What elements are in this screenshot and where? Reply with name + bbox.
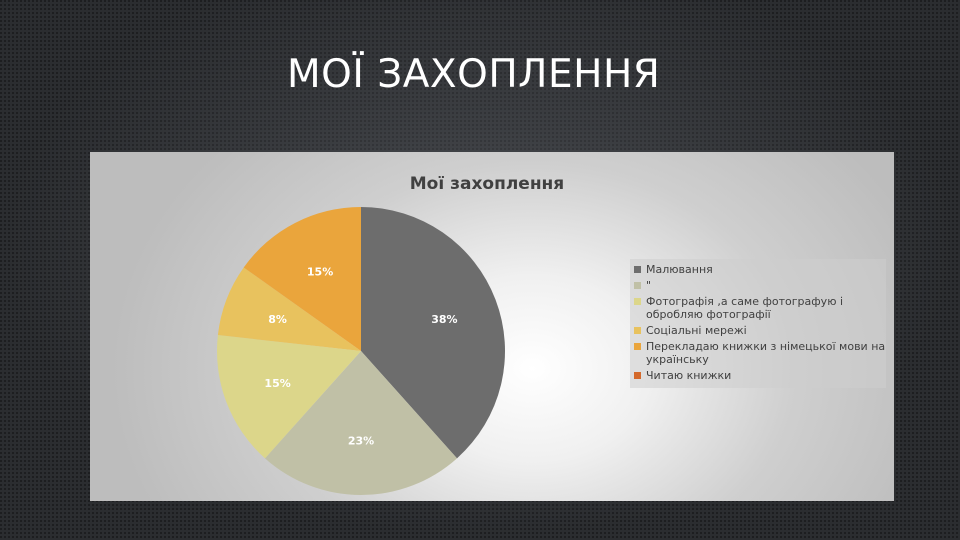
legend-swatch xyxy=(634,298,641,305)
legend-swatch xyxy=(634,372,641,379)
pie-slice xyxy=(243,206,361,351)
pie-data-label: 38% xyxy=(431,313,457,326)
pie-data-label: 15% xyxy=(264,377,290,390)
legend-swatch xyxy=(634,266,641,273)
legend-swatch xyxy=(634,327,641,334)
legend-item: Перекладаю книжки з німецької мови на ук… xyxy=(630,340,886,366)
legend-item: Фотографія ,а саме фотографую і обробляю… xyxy=(630,295,886,321)
legend-label: " xyxy=(646,279,652,292)
pie-slice xyxy=(264,351,458,495)
pie-slice xyxy=(361,207,505,459)
pie-data-label: 15% xyxy=(307,266,333,279)
legend-swatch xyxy=(634,343,641,350)
pie-slice xyxy=(217,267,361,351)
chart-legend: Малювання " Фотографія ,а саме фотографую … xyxy=(630,259,886,388)
legend-label: Перекладаю книжки з німецької мови на ук… xyxy=(646,340,886,366)
legend-label: Соціальні мережі xyxy=(646,324,747,337)
legend-label: Малювання xyxy=(646,263,713,276)
slide-title: МОЇ ЗАХОПЛЕННЯ xyxy=(287,52,661,97)
legend-item: Малювання xyxy=(630,263,886,276)
chart-title: Мої захоплення xyxy=(410,174,564,194)
pie-chart: Мої захоплення 38% 23% 15% 8% 15% Малювання "… xyxy=(90,152,894,501)
legend-label: Фотографія ,а саме фотографую і обробляю… xyxy=(646,295,844,321)
legend-label: Читаю книжки xyxy=(646,369,732,382)
pie-slice xyxy=(217,335,361,459)
legend-item: " xyxy=(630,279,886,292)
legend-item: Читаю книжки xyxy=(630,369,886,382)
pie-slices xyxy=(217,206,505,495)
pie-data-label: 8% xyxy=(268,313,287,326)
pie-data-label: 23% xyxy=(348,434,374,447)
legend-swatch xyxy=(634,282,641,289)
legend-item: Соціальні мережі xyxy=(630,324,886,337)
pie-data-labels: 38% 23% 15% 8% 15% xyxy=(264,266,457,448)
pie-chart-svg: Мої захоплення 38% 23% 15% 8% 15% xyxy=(217,174,564,495)
